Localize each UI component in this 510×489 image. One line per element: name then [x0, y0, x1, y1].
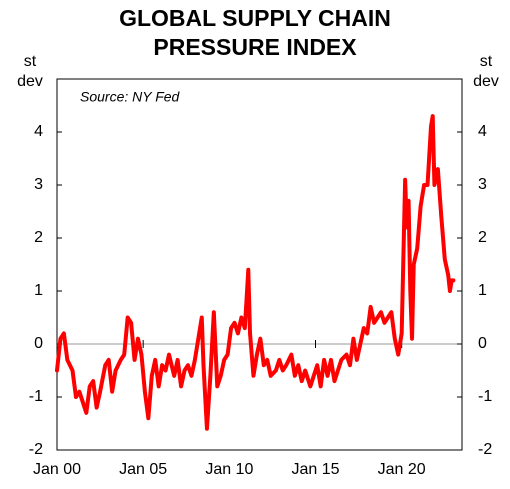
y-tick-label: 3 — [34, 176, 43, 193]
plot-frame — [56, 78, 463, 451]
y2-axis-label: dev — [473, 73, 499, 90]
chart-title: GLOBAL SUPPLY CHAIN — [119, 5, 391, 31]
y2-tick-label: 2 — [478, 229, 487, 246]
y2-tick-label: 3 — [478, 176, 487, 193]
y-tick-label: 4 — [34, 123, 43, 140]
data-line — [55, 114, 456, 431]
y2-tick-label: 1 — [478, 282, 487, 299]
x-tick-label: Jan 10 — [205, 461, 253, 478]
y-tick-label: 1 — [34, 282, 43, 299]
x-tick-label: Jan 15 — [291, 461, 339, 478]
y2-tick-label: -1 — [478, 388, 492, 405]
x-tick-label: Jan 00 — [33, 461, 81, 478]
source-note: Source: NY Fed — [80, 89, 181, 105]
x-tick-label: Jan 20 — [378, 461, 426, 478]
y2-axis-label: st — [480, 53, 493, 70]
y-axis-label: dev — [17, 73, 43, 90]
y-tick-label: 0 — [34, 335, 43, 352]
y2-tick-label: -2 — [478, 441, 492, 458]
chart-title: PRESSURE INDEX — [153, 34, 357, 60]
y-axis-label: st — [24, 53, 37, 70]
y2-tick-label: 4 — [478, 123, 487, 140]
y-tick-label: -2 — [29, 441, 43, 458]
y2-tick-label: 0 — [478, 335, 487, 352]
y-tick-label: 2 — [34, 229, 43, 246]
x-tick-label: Jan 05 — [119, 461, 167, 478]
y-tick-label: -1 — [29, 388, 43, 405]
